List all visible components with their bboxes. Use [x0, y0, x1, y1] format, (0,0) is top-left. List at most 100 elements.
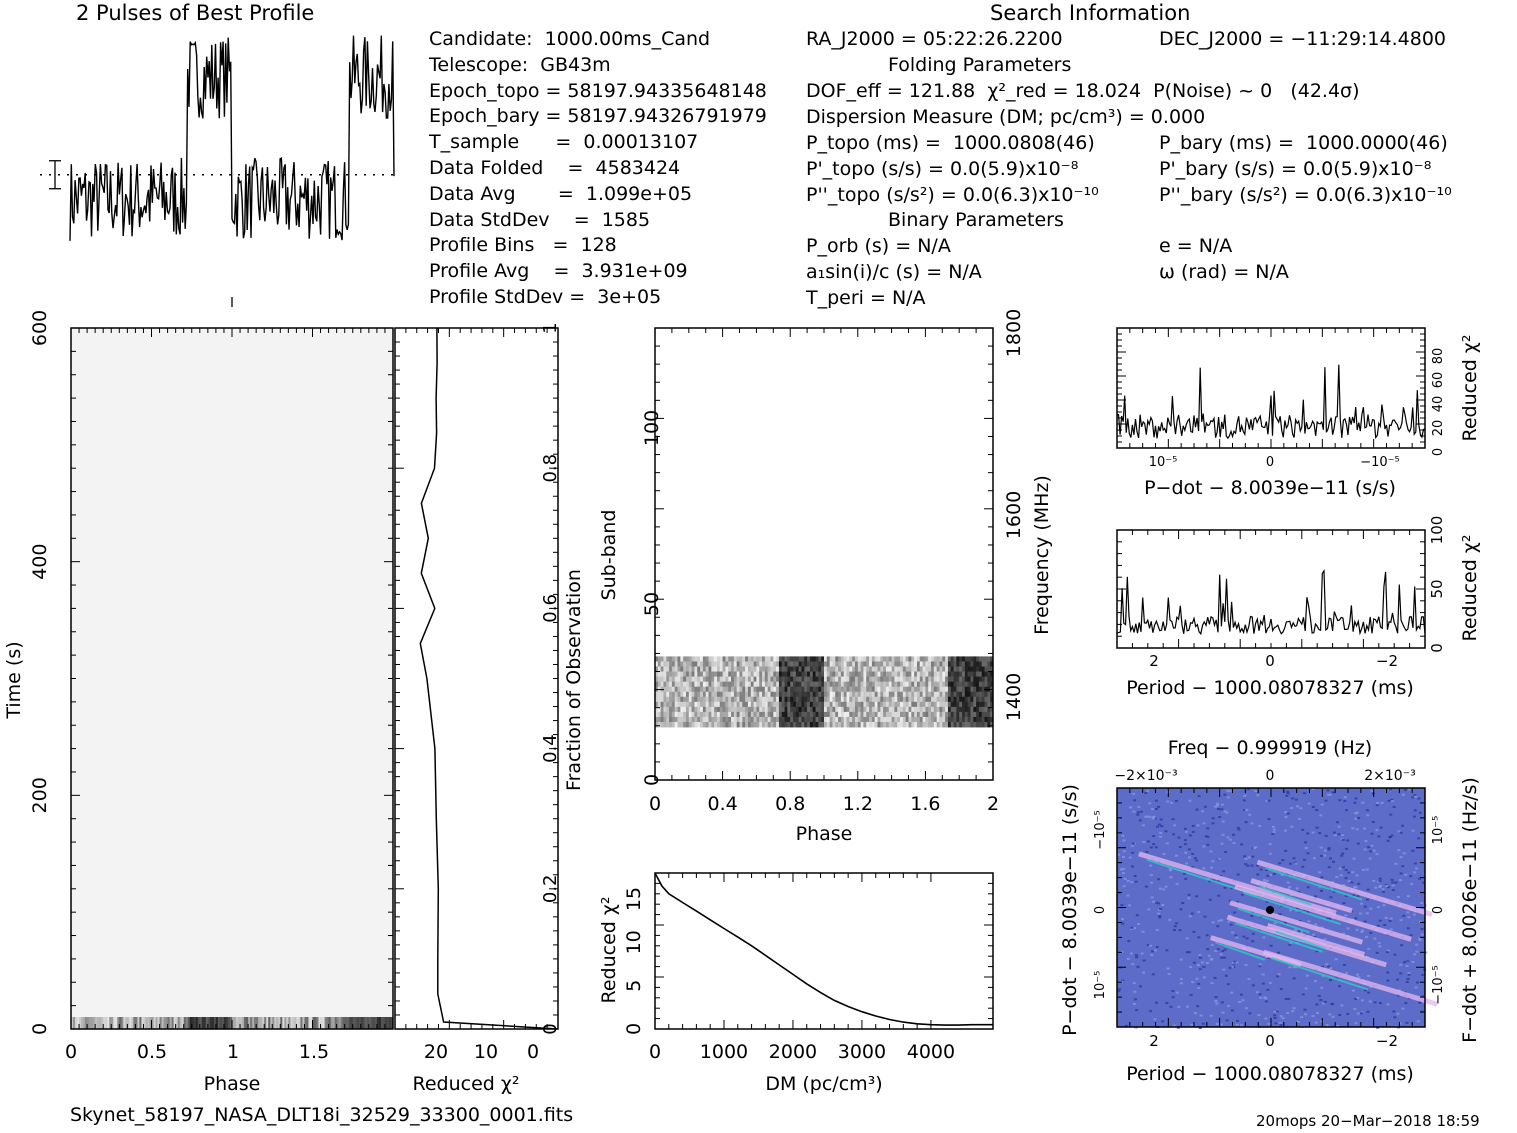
- ppdot-noise: [1136, 965, 1140, 968]
- subband-cell: [655, 676, 659, 683]
- heatmap-bottom-cell: [284, 1017, 287, 1029]
- subband-cell: [863, 656, 867, 662]
- heatmap-bottom-cell: [93, 1017, 96, 1029]
- subband-cell: [843, 716, 847, 723]
- ppdot-noise: [1175, 922, 1179, 925]
- ppdot-noise: [1215, 802, 1219, 805]
- subband-cell: [671, 686, 676, 693]
- subband-cell: [759, 701, 763, 708]
- ppdot-noise: [1353, 812, 1357, 815]
- ppdot-noise: [1424, 951, 1428, 954]
- subband-cell: [854, 721, 859, 728]
- subband-cell: [685, 696, 690, 703]
- subband-cell: [897, 706, 901, 713]
- subband-cell: [756, 666, 760, 672]
- subband-cell: [674, 691, 678, 698]
- subband-cell: [866, 701, 870, 708]
- subband-cell: [933, 681, 938, 688]
- ppdot-noise: [1378, 880, 1382, 883]
- ppdot-noise: [1353, 1007, 1357, 1010]
- subband-cell: [959, 716, 963, 723]
- subband-cell: [956, 721, 960, 728]
- subband-cell: [733, 661, 738, 667]
- subband-cell: [776, 681, 780, 688]
- ppdot-noise: [1183, 827, 1187, 830]
- subband-cell: [973, 701, 977, 708]
- subband-cell: [877, 666, 881, 672]
- subband-cell: [928, 696, 932, 703]
- subband-cell: [711, 696, 715, 703]
- subband-cell: [795, 661, 800, 667]
- subband-cell: [787, 676, 791, 683]
- subband-cell: [947, 701, 952, 708]
- subband-cell: [885, 666, 890, 672]
- subband-cell: [716, 661, 721, 667]
- subband-cell: [976, 666, 980, 672]
- heatmap-bottom-cell: [103, 1017, 106, 1029]
- heatmap-bottom-cell: [101, 1017, 104, 1029]
- subband-cell: [843, 701, 847, 708]
- subband-cell: [702, 701, 707, 708]
- ppdot-noise: [1265, 868, 1269, 871]
- subband-cell: [700, 716, 704, 723]
- subband-cell: [750, 721, 754, 728]
- subband-cell: [939, 701, 943, 708]
- heatmap-bottom-cell: [390, 1017, 394, 1029]
- ppdot-noise: [1286, 790, 1290, 793]
- y2-tick-label: 1600: [1003, 491, 1025, 539]
- subband-cell: [905, 686, 909, 693]
- subband-cell: [767, 676, 771, 683]
- ppdot-noise: [1149, 864, 1153, 867]
- ppdot-noise: [1146, 840, 1150, 843]
- subband-cell: [697, 671, 701, 677]
- subband-cell: [874, 671, 878, 677]
- subband-cell: [759, 696, 763, 703]
- subband-cell: [933, 686, 938, 693]
- subband-cell: [716, 656, 721, 662]
- subband-cell: [860, 681, 864, 688]
- subband-cell: [936, 706, 940, 713]
- subband-cell: [936, 721, 940, 728]
- x-tick-label: 0.5: [137, 1041, 167, 1063]
- subband-cell: [722, 711, 726, 718]
- subband-cell: [835, 661, 839, 667]
- subband-cell: [733, 681, 738, 688]
- subband-cell: [762, 696, 766, 703]
- subband-cell: [770, 656, 774, 662]
- ppdot-noise: [1304, 846, 1308, 849]
- subband-cell: [795, 721, 800, 728]
- subband-cell: [719, 666, 723, 672]
- subband-cell: [973, 716, 977, 723]
- subband-cell: [745, 691, 749, 698]
- subband-cell: [925, 716, 929, 723]
- subband-cell: [716, 701, 721, 708]
- subband-cell: [818, 716, 822, 723]
- x-tick-label: 4000: [907, 1041, 955, 1063]
- subband-cell: [857, 676, 862, 683]
- heatmap-bottom-cell: [85, 1017, 88, 1029]
- ppdot-noise: [1268, 843, 1272, 846]
- subband-cell: [877, 681, 881, 688]
- subband-cell: [939, 691, 943, 698]
- ppdot-noise: [1167, 973, 1171, 976]
- subband-cell: [731, 696, 735, 703]
- subband-cell: [852, 716, 856, 723]
- subband-cell: [764, 671, 769, 677]
- p-pdot-plane-plot: 2 0 −2−2×10⁻³ 0 2×10⁻³−10⁻⁵010⁻⁵10⁻⁵0−10⁻⁵Fr…: [1059, 737, 1481, 1085]
- subband-cell: [897, 696, 901, 703]
- y2-axis-label: Frequency (MHz): [1031, 475, 1053, 635]
- subband-cell: [835, 686, 839, 693]
- ppdot-ridge: [1266, 923, 1365, 957]
- subband-cell: [804, 671, 808, 677]
- subband-cell: [990, 701, 994, 708]
- subband-cell: [945, 691, 949, 698]
- subband-cell: [669, 701, 673, 708]
- ppdot-noise: [1292, 1007, 1296, 1010]
- ppdot-noise: [1121, 834, 1125, 837]
- subband-cell: [835, 666, 839, 672]
- subband-cell: [753, 681, 757, 688]
- subband-cell: [674, 661, 678, 667]
- ppdot-noise: [1354, 917, 1358, 920]
- subband-cell: [790, 656, 794, 662]
